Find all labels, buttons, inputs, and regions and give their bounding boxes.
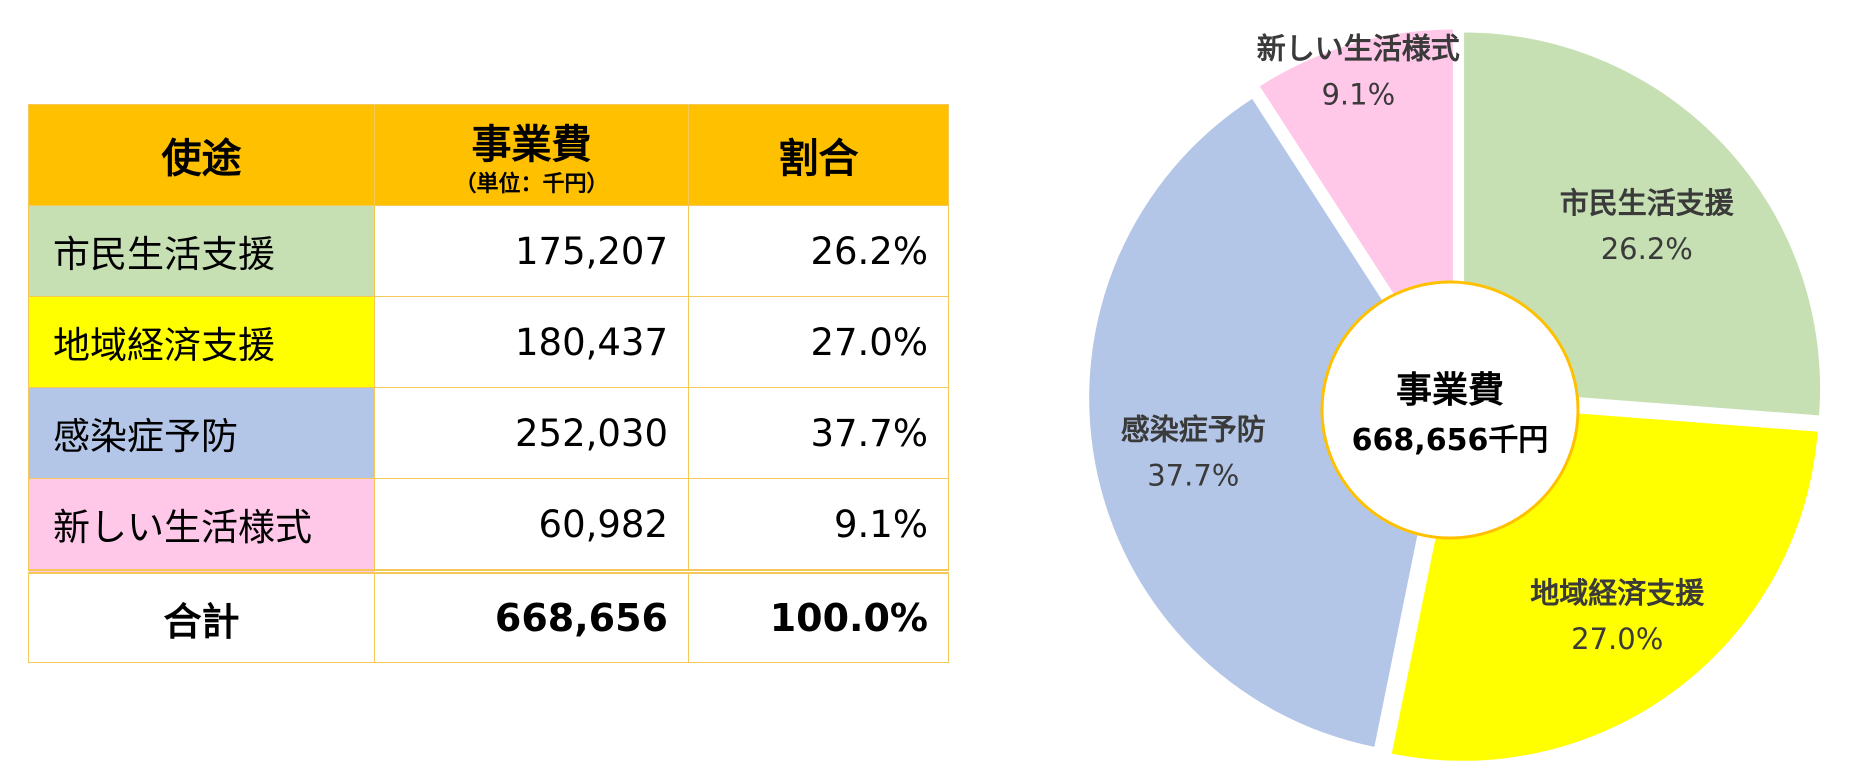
slice-name-label: 市民生活支援 — [1560, 186, 1735, 220]
table-row: 感染症予防 252,030 37.7% — [28, 387, 949, 479]
pie-chart: 市民生活支援 26.2% 地域経済支援 27.0% 感染症予防 37.7% 新しい生活様式 9… — [1089, 29, 1821, 761]
slice-name-label: 感染症予防 — [1121, 413, 1266, 447]
row-label: 新しい生活様式 — [28, 478, 375, 572]
row-cost: 175,207 — [374, 205, 689, 297]
header-ratio: 割合 — [688, 104, 949, 206]
table-row: 新しい生活様式 60,982 9.1% — [28, 478, 949, 572]
slice-percent-label: 27.0% — [1571, 622, 1663, 656]
center-value: 668,656千円 — [1352, 423, 1549, 458]
pie-slice — [1089, 98, 1446, 747]
header-cost-unit: （単位：千円） — [454, 172, 609, 197]
table-row: 市民生活支援 175,207 26.2% — [28, 205, 949, 297]
center-title: 事業費 — [1396, 370, 1504, 411]
row-cost: 60,982 — [374, 478, 689, 572]
row-ratio: 26.2% — [688, 205, 949, 297]
row-ratio: 37.7% — [688, 387, 949, 479]
total-cost: 668,656 — [374, 569, 689, 663]
budget-table: 使途 事業費 （単位：千円） 割合 市民生活支援 175,207 26.2% 地… — [28, 104, 949, 663]
slice-percent-label: 26.2% — [1601, 232, 1693, 266]
slice-name-label: 新しい生活様式 — [1257, 31, 1460, 65]
table-row: 地域経済支援 180,437 27.0% — [28, 296, 949, 388]
row-ratio: 9.1% — [688, 478, 949, 572]
slice-name-label: 地域経済支援 — [1530, 576, 1705, 610]
pie-slice-labels: 市民生活支援 26.2% 地域経済支援 27.0% 感染症予防 37.7% 新しい生活様式 9… — [1121, 31, 1735, 656]
row-label: 市民生活支援 — [28, 205, 375, 297]
total-label: 合計 — [28, 569, 375, 663]
row-ratio: 27.0% — [688, 296, 949, 388]
row-cost: 252,030 — [374, 387, 689, 479]
row-cost: 180,437 — [374, 296, 689, 388]
total-ratio: 100.0% — [688, 569, 949, 663]
slice-percent-label: 37.7% — [1147, 459, 1239, 493]
pie-slice — [1464, 32, 1821, 416]
table-total-row: 合計 668,656 100.0% — [28, 569, 949, 663]
donut-center — [1320, 280, 1580, 540]
header-use: 使途 — [28, 104, 375, 206]
table-header-row: 使途 事業費 （単位：千円） 割合 — [28, 104, 949, 206]
header-cost: 事業費 （単位：千円） — [374, 104, 689, 206]
slice-percent-label: 9.1% — [1321, 77, 1395, 111]
row-label: 地域経済支援 — [28, 296, 375, 388]
header-cost-label: 事業費 — [471, 122, 592, 168]
row-label: 感染症予防 — [28, 387, 375, 479]
